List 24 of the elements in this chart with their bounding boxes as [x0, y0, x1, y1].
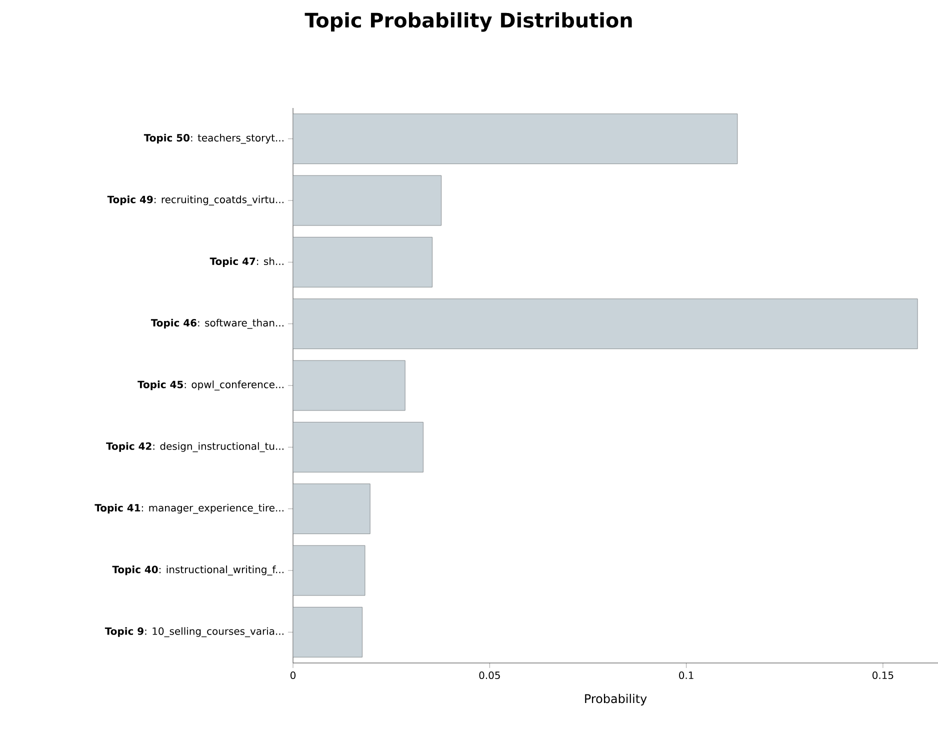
x-tick-label: 0: [290, 672, 296, 680]
bar: [293, 545, 366, 596]
y-tick-label: Topic 47: sh...: [210, 257, 284, 267]
bar: [293, 606, 362, 658]
bar: [293, 236, 432, 288]
bar: [293, 114, 738, 164]
x-tick-label: 0.1: [679, 672, 694, 680]
bar: [293, 484, 370, 534]
y-tick-label: Topic 9: 10_selling_courses_varia...: [104, 627, 284, 638]
bar: [293, 175, 442, 226]
bar: [293, 422, 424, 472]
y-tick-label: Topic 42: design_instructional_tu...: [106, 442, 284, 452]
y-tick-label: Topic 46: software_than...: [150, 318, 284, 329]
bar: [293, 298, 918, 350]
y-tick-label: Topic 40: instructional_writing_f...: [112, 566, 284, 576]
y-tick-label: Topic 50: teachers_storyt...: [144, 134, 284, 144]
x-tick-label: 0.15: [872, 672, 894, 680]
x-axis-title: Probability: [585, 694, 647, 706]
y-tick-label: Topic 45: opwl_conference...: [138, 380, 284, 390]
x-tick-label: 0.05: [479, 672, 500, 680]
bar: [293, 360, 406, 411]
chart-title: Topic Probability Distribution: [304, 12, 632, 32]
y-tick-label: Topic 41: manager_experience_tire...: [94, 504, 284, 514]
y-tick-label: Topic 49: recruiting_coatds_virtu...: [107, 196, 284, 206]
